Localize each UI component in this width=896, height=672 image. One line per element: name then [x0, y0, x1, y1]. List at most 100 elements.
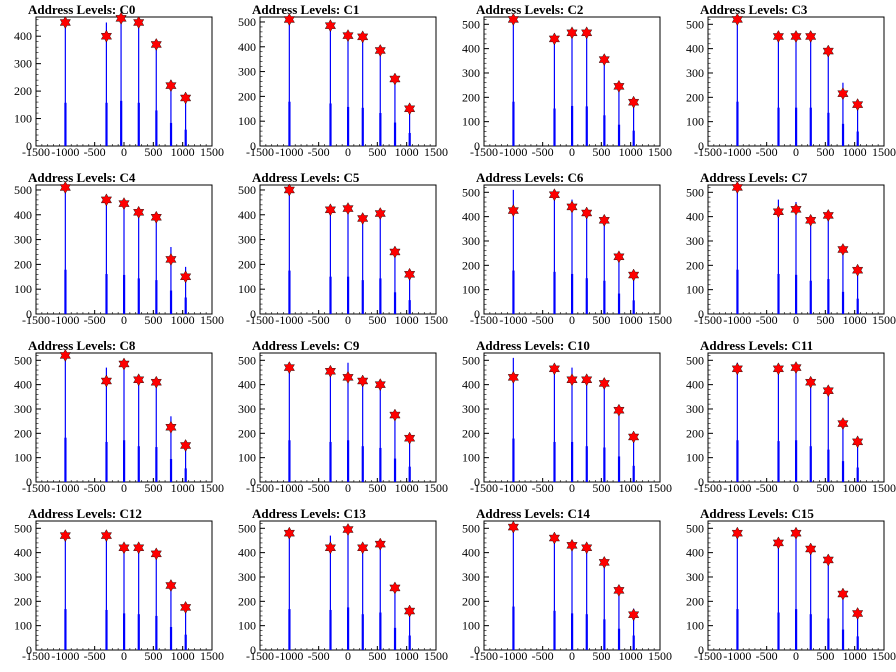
star-marker: [133, 541, 145, 555]
chart-svg: Address Levels: C14 -1500 -1000 -500 0 500 100…: [462, 506, 672, 663]
y-tick-label: 200: [686, 426, 704, 440]
bar-body: [632, 465, 635, 482]
x-tick-label: 1000: [171, 481, 195, 495]
star-marker: [598, 53, 610, 67]
star-marker: [133, 16, 145, 29]
star-marker: [374, 207, 386, 220]
x-tick-label: 1500: [648, 649, 672, 663]
y-tick-label: 200: [238, 257, 256, 271]
bar-body: [105, 609, 108, 650]
y-tick-label: 500: [462, 17, 480, 31]
star-marker: [731, 181, 743, 194]
y-tick-label: 300: [238, 570, 256, 584]
x-tick-label: -1000: [499, 481, 527, 495]
star-marker: [389, 581, 401, 595]
x-tick-label: 0: [345, 313, 351, 327]
bar-body: [795, 107, 798, 146]
x-tick-label: -1500: [470, 145, 498, 159]
star-marker: [507, 520, 519, 534]
x-tick-label: 500: [592, 481, 610, 495]
bar-body: [393, 292, 397, 314]
x-tick-label: 500: [144, 145, 162, 159]
y-tick-label: 400: [462, 210, 480, 224]
bar-body: [105, 274, 108, 314]
y-tick-label: 500: [462, 353, 480, 367]
bar-body: [123, 440, 126, 482]
y-tick-label: 200: [462, 258, 480, 272]
star-marker: [837, 87, 849, 101]
chart-panel: Address Levels: C1 -1500 -1000 -500 0 500 1000…: [224, 0, 448, 168]
y-tick-label: 400: [14, 208, 32, 222]
chart-panel: Address Levels: C12 -1500 -1000 -500 0 500 100…: [0, 504, 224, 672]
x-tick-label: 500: [816, 649, 834, 663]
x-tick-label: 0: [793, 649, 799, 663]
bar-body: [329, 441, 332, 482]
chart-panel: Address Levels: C9 -1500 -1000 -500 0 500 1000…: [224, 336, 448, 504]
star-marker: [165, 579, 177, 592]
y-tick-label: 0: [250, 475, 256, 489]
star-marker: [133, 373, 145, 387]
star-marker: [805, 375, 817, 389]
x-tick-label: 1500: [424, 649, 448, 663]
x-tick-label: -1000: [51, 481, 79, 495]
bar-body: [553, 441, 556, 482]
x-tick-label: 0: [793, 313, 799, 327]
star-marker: [342, 523, 354, 536]
bar-body: [347, 440, 350, 482]
bar-body: [736, 440, 739, 482]
star-marker: [374, 44, 386, 57]
star-marker: [822, 553, 834, 567]
bar-body: [632, 130, 635, 146]
star-marker: [59, 349, 71, 362]
y-tick-label: 400: [14, 378, 32, 392]
bar-body: [169, 290, 173, 314]
y-tick-label: 500: [14, 353, 32, 367]
star-marker: [628, 95, 640, 109]
x-tick-label: 1000: [843, 313, 867, 327]
x-tick-label: -1500: [694, 145, 722, 159]
bar-body: [329, 103, 332, 146]
y-tick-label: 300: [686, 570, 704, 584]
x-tick-label: 1500: [872, 649, 896, 663]
x-tick-label: -1500: [22, 481, 50, 495]
star-marker: [613, 583, 625, 597]
x-tick-label: -500: [308, 649, 330, 663]
star-marker: [598, 555, 610, 569]
x-tick-label: 1500: [872, 145, 896, 159]
star-marker: [548, 531, 560, 545]
bar-body: [347, 276, 350, 314]
bar-body: [105, 102, 108, 146]
x-tick-label: 500: [368, 145, 386, 159]
x-tick-label: 500: [592, 649, 610, 663]
y-tick-label: 500: [14, 521, 32, 535]
bar-body: [379, 113, 382, 146]
bar-body: [809, 280, 812, 314]
x-tick-label: -1000: [51, 145, 79, 159]
y-tick-label: 300: [14, 402, 32, 416]
chart-svg: Address Levels: C5-1500 -1000 -500 0 500 1000…: [238, 170, 448, 327]
chart-panel: Address Levels: C4 -1500 -1000 -500 0 500 1000…: [0, 168, 224, 336]
bar-body: [361, 614, 364, 650]
x-tick-label: 0: [345, 481, 351, 495]
x-tick-label: 1000: [619, 649, 643, 663]
bar-body: [795, 274, 798, 314]
x-tick-label: -1500: [694, 481, 722, 495]
x-tick-label: 0: [793, 145, 799, 159]
x-tick-label: 1500: [200, 481, 224, 495]
bar-body: [809, 446, 812, 482]
star-marker: [837, 243, 849, 256]
x-tick-label: 500: [368, 481, 386, 495]
bar-body: [155, 280, 158, 314]
star-marker: [404, 431, 416, 445]
y-tick-label: 400: [686, 210, 704, 224]
bar-body: [155, 615, 158, 650]
y-tick-label: 0: [250, 643, 256, 657]
star-marker: [566, 26, 578, 40]
star-marker: [283, 526, 295, 540]
y-tick-label: 100: [238, 619, 256, 633]
x-tick-label: -1500: [246, 649, 274, 663]
star-marker: [790, 202, 802, 216]
star-marker: [613, 79, 625, 93]
bar-body: [571, 105, 574, 146]
